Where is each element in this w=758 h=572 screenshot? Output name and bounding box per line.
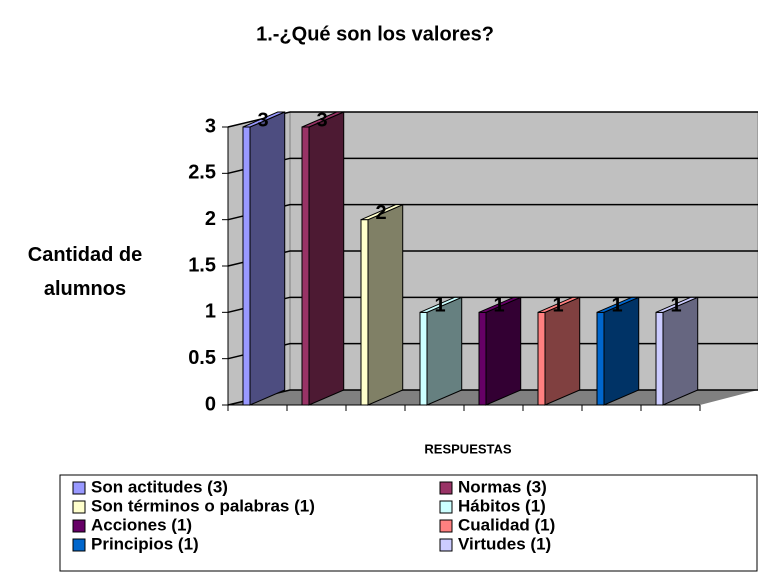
bar	[478, 296, 522, 406]
legend-label: Normas (3)	[458, 477, 547, 496]
y-tick-label: 1	[205, 301, 216, 323]
legend-label: Principios (1)	[91, 534, 199, 553]
y-tick-label: 0.5	[188, 347, 216, 369]
chart-title: 1.-¿Qué son los valores?	[256, 23, 494, 45]
legend-swatch	[72, 519, 86, 533]
bar	[301, 111, 345, 406]
y-tick-label: 2.5	[188, 162, 216, 184]
bar-front	[419, 311, 428, 406]
legend-swatch	[439, 500, 453, 514]
bar-top	[596, 296, 639, 313]
y-tick-label: 3	[205, 115, 216, 137]
data-label: 1	[552, 295, 563, 317]
bar	[596, 296, 640, 406]
legend-label: Virtudes (1)	[458, 534, 551, 553]
bar	[419, 296, 463, 406]
bar-top	[360, 204, 403, 221]
x-axis-label: RESPUESTAS	[424, 441, 511, 456]
data-label: 1	[611, 295, 622, 317]
data-label: 3	[316, 109, 327, 131]
legend-label: Acciones (1)	[91, 515, 192, 534]
data-label: 1	[493, 295, 504, 317]
legend-label: Hábitos (1)	[458, 496, 546, 515]
legend-label: Son términos o palabras (1)	[91, 496, 315, 515]
legend-box	[59, 474, 758, 572]
bar-side	[249, 111, 286, 406]
data-label: 1	[670, 295, 681, 317]
legend-swatch	[72, 538, 86, 552]
legend-swatch	[72, 481, 86, 495]
bar	[655, 296, 699, 406]
bar-top	[478, 296, 521, 313]
data-label: 1	[434, 295, 445, 317]
bar-top	[537, 296, 580, 313]
legend-swatch	[439, 538, 453, 552]
legend-label: Cualidad (1)	[458, 515, 555, 534]
bar	[537, 296, 581, 406]
bar	[242, 111, 286, 406]
legend-label: Son actitudes (3)	[91, 477, 228, 496]
bar-top	[242, 111, 285, 128]
data-label: 3	[257, 109, 268, 131]
bar	[360, 203, 404, 406]
y-tick-label: 0	[205, 393, 216, 415]
legend-swatch	[439, 481, 453, 495]
bar-side	[308, 111, 345, 406]
bar-front	[301, 126, 310, 406]
bar-front	[360, 219, 369, 406]
data-label: 2	[375, 202, 386, 224]
bar-front	[242, 126, 251, 406]
y-axis-label: Cantidad de alumnos	[27, 244, 143, 300]
bar-top	[419, 296, 462, 313]
legend-swatch	[72, 500, 86, 514]
y-tick-label: 1.5	[188, 254, 216, 276]
bar-top	[655, 296, 698, 313]
bar-side	[367, 203, 404, 406]
bar-front	[655, 311, 664, 406]
y-tick-label: 2	[205, 208, 216, 230]
bar-top	[301, 111, 344, 128]
bar-front	[596, 311, 605, 406]
bar-front	[537, 311, 546, 406]
grid-line	[227, 111, 758, 128]
legend-swatch	[439, 519, 453, 533]
bar-front	[478, 311, 487, 406]
